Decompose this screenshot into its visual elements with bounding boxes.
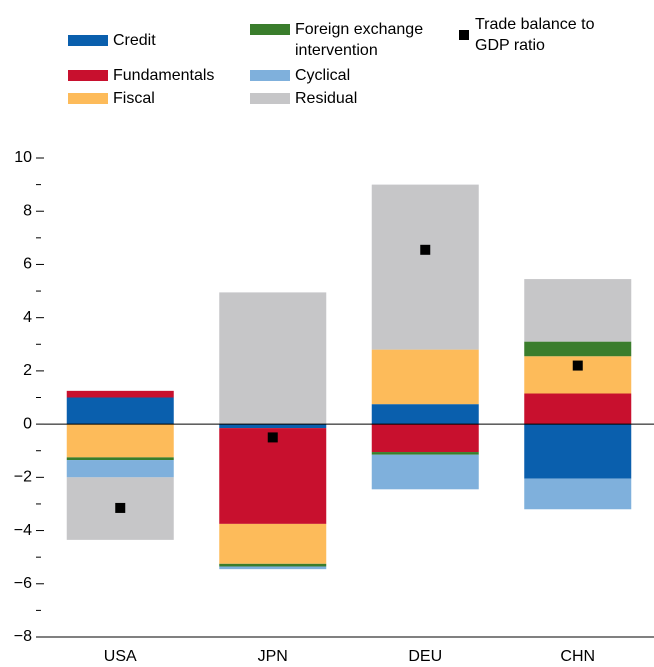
y-tick-label: −4 <box>14 522 32 539</box>
bar-segment <box>219 523 327 564</box>
bar-segment <box>219 563 327 567</box>
bar-segment <box>371 424 479 453</box>
y-tick-label: −2 <box>14 469 32 486</box>
trade-marker <box>572 360 583 371</box>
bar-segment <box>371 452 479 455</box>
legend-item: Fundamentals <box>68 65 273 86</box>
legend-label: Foreign exchange intervention <box>295 21 424 59</box>
trade-marker <box>420 244 431 255</box>
bar-segment <box>371 454 479 490</box>
bar-segment <box>66 457 174 461</box>
y-tick-label: 0 <box>23 415 32 432</box>
bar-segment <box>371 349 479 405</box>
y-tick-label: 8 <box>23 202 32 219</box>
y-tick-label: −8 <box>14 628 32 645</box>
legend-item: Credit <box>68 30 273 51</box>
legend-item: Foreign exchange intervention <box>250 19 445 61</box>
x-tick-label: USA <box>104 648 137 665</box>
bar-segment <box>66 424 174 458</box>
legend-item: Residual <box>250 88 445 109</box>
legend-item: Cyclical <box>250 65 445 86</box>
legend-swatch <box>250 24 290 35</box>
bar-segment <box>66 390 174 398</box>
bar-segment <box>524 279 632 342</box>
y-tick-label: 10 <box>14 149 32 166</box>
legend-label: Cyclical <box>295 67 351 84</box>
bar-segment <box>524 341 632 357</box>
bar-segment <box>371 404 479 425</box>
y-tick-label: 6 <box>23 256 32 273</box>
legend-label: Fiscal <box>113 90 155 107</box>
bar-segment <box>219 424 327 429</box>
legend-swatch <box>459 30 469 40</box>
bar-segment <box>524 393 632 425</box>
trade-marker <box>267 432 278 443</box>
legend-item: Trade balance to GDP ratio <box>459 14 610 56</box>
bar-segment <box>219 566 327 570</box>
legend-item: Fiscal <box>68 88 273 109</box>
y-tick-label: 4 <box>23 309 32 326</box>
legend-label: Residual <box>295 90 358 107</box>
legend-swatch <box>68 35 108 46</box>
legend-label: Fundamentals <box>113 67 215 84</box>
legend-label: Trade balance to GDP ratio <box>475 16 595 54</box>
legend-swatch <box>68 93 108 104</box>
bar-segment <box>66 460 174 478</box>
y-tick-label: 2 <box>23 362 32 379</box>
bar-segment <box>219 292 327 425</box>
legend-swatch <box>250 70 290 81</box>
x-tick-label: CHN <box>560 648 595 665</box>
legend-swatch <box>68 70 108 81</box>
trade-marker <box>115 502 126 513</box>
y-tick-label: −6 <box>14 575 32 592</box>
bar-segment <box>524 424 632 479</box>
bar-segment <box>524 478 632 510</box>
x-tick-label: DEU <box>408 648 442 665</box>
legend-swatch <box>250 93 290 104</box>
legend-label: Credit <box>113 32 156 49</box>
bar-segment <box>66 397 174 425</box>
bar-segment <box>371 184 479 350</box>
bar-segment <box>219 428 327 524</box>
x-tick-label: JPN <box>258 648 288 665</box>
